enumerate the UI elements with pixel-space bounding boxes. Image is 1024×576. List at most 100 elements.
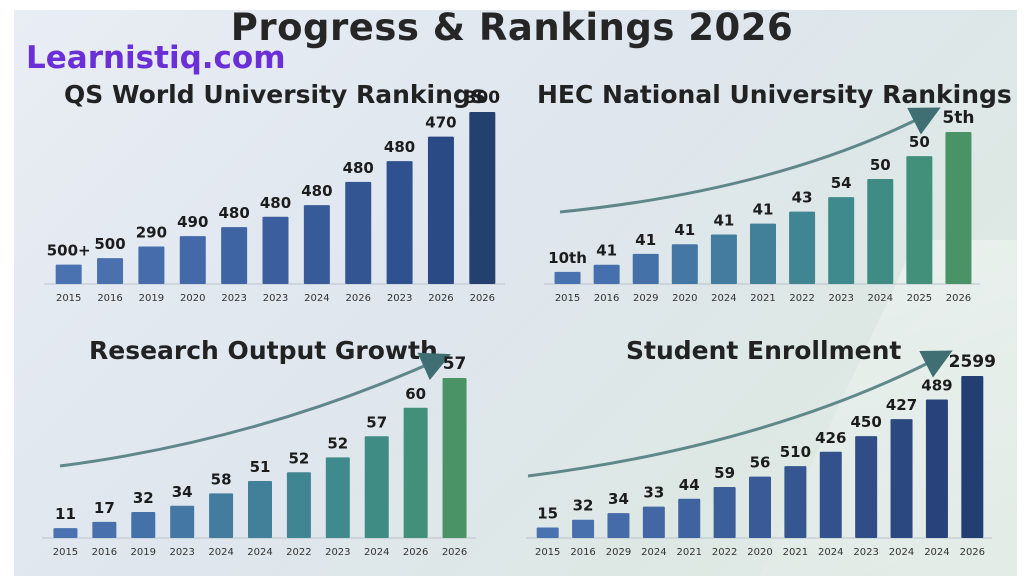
chart-3-value-label-6: 56	[750, 454, 771, 472]
chart-3-bar-9	[855, 436, 878, 538]
chart-1-tick-label-5: 2021	[750, 293, 775, 304]
chart-2-tick-label-7: 2023	[325, 547, 350, 558]
chart-3-value-label-5: 59	[714, 464, 735, 482]
chart-3-tick-label-11: 2024	[924, 547, 949, 558]
chart-1-bar-6	[789, 211, 816, 284]
chart-0-tick-label-3: 2020	[180, 293, 205, 304]
chart-3-bar-11	[925, 399, 948, 538]
chart-1-value-label-1: 41	[596, 242, 617, 260]
chart-3-tick-label-9: 2023	[853, 547, 878, 558]
chart-2-bar-9	[403, 407, 428, 538]
chart-0-value-label-7: 480	[343, 159, 374, 177]
chart-2-bar-7	[325, 457, 350, 538]
chart-2-bar-2	[131, 511, 156, 538]
chart-title-hec: HEC National University Rankings	[537, 80, 1012, 109]
chart-3-value-label-7: 510	[780, 443, 811, 461]
chart-2-tick-label-3: 2023	[169, 547, 194, 558]
chart-0-value-label-8: 480	[384, 138, 415, 156]
chart-title-enrollment: Student Enrollment	[626, 336, 902, 365]
chart-0-value-label-9: 470	[425, 114, 456, 132]
chart-1-bar-10	[945, 132, 972, 284]
chart-3-value-label-2: 34	[608, 490, 629, 508]
chart-0-tick-label-1: 2016	[97, 293, 122, 304]
chart-0-tick-label-8: 2023	[387, 293, 412, 304]
chart-2-value-label-0: 11	[55, 505, 76, 523]
chart-3-tick-label-3: 2024	[641, 547, 666, 558]
chart-0-tick-label-7: 2026	[346, 293, 371, 304]
chart-0-value-label-10: 300	[465, 88, 501, 108]
trend-arrow-icon	[59, 352, 451, 468]
chart-0-tick-label-9: 2026	[428, 293, 453, 304]
chart-3-bar-10	[890, 419, 913, 538]
chart-1-bar-5	[750, 223, 776, 284]
chart-3-value-label-11: 489	[921, 377, 952, 395]
chart-1-tick-label-10: 2026	[946, 293, 971, 304]
chart-2-tick-label-5: 2024	[247, 547, 272, 558]
chart-2-tick-label-9: 2026	[403, 547, 428, 558]
chart-0-bar-4	[221, 227, 248, 284]
chart-0-bar-1	[97, 258, 124, 284]
chart-1-value-label-8: 50	[870, 156, 891, 174]
chart-0-tick-label-10: 2026	[470, 293, 495, 304]
chart-3-bar-4	[678, 498, 701, 538]
chart-0-bar-3	[179, 236, 206, 284]
chart-2-bar-10	[442, 378, 467, 538]
chart-1-tick-label-4: 2024	[711, 293, 736, 304]
chart-2-value-label-3: 34	[172, 483, 193, 501]
chart-1-value-label-7: 54	[831, 174, 852, 192]
chart-3-tick-label-5: 2022	[712, 547, 737, 558]
chart-3-tick-label-6: 2020	[747, 547, 772, 558]
chart-3-bar-8	[819, 451, 842, 538]
brand-logo-text: Learnistiq.com	[26, 40, 286, 76]
chart-1-value-label-5: 41	[753, 201, 774, 219]
chart-2-value-label-10: 57	[443, 354, 467, 374]
chart-2-value-label-7: 52	[327, 434, 348, 452]
chart-3-value-label-8: 426	[815, 429, 846, 447]
chart-2-value-label-4: 58	[211, 470, 232, 488]
chart-0-tick-label-2: 2019	[139, 293, 164, 304]
chart-0-bar-2	[138, 246, 165, 284]
page-title: Progress & Rankings 2026	[230, 6, 794, 49]
chart-0-tick-label-5: 2023	[263, 293, 288, 304]
chart-2-tick-label-2: 2019	[131, 547, 156, 558]
chart-1-value-label-2: 41	[635, 231, 656, 249]
chart-0-value-label-0: 500+	[47, 242, 91, 260]
background-panel	[14, 10, 1017, 576]
chart-2-tick-label-6: 2022	[286, 547, 311, 558]
chart-1-tick-label-2: 2029	[633, 293, 658, 304]
chart-1-tick-label-3: 2020	[672, 293, 697, 304]
chart-2-bar-6	[286, 472, 311, 538]
chart-1-bar-0	[554, 271, 581, 284]
chart-0-tick-label-4: 2023	[221, 293, 246, 304]
chart-2-tick-label-1: 2016	[92, 547, 117, 558]
chart-2-bar-1	[92, 521, 117, 538]
chart-0-value-label-4: 480	[218, 204, 249, 222]
chart-3-tick-label-12: 2026	[960, 547, 985, 558]
chart-2-bar-4	[209, 493, 234, 538]
chart-1-bar-3	[671, 244, 698, 284]
chart-0-tick-label-6: 2024	[304, 293, 329, 304]
trend-arrow-icon	[559, 107, 941, 214]
chart-0-bar-5	[262, 216, 289, 284]
chart-3-tick-label-2: 2029	[606, 547, 631, 558]
chart-1-tick-label-6: 2022	[789, 293, 814, 304]
chart-1-bar-8	[867, 179, 894, 284]
chart-1-tick-label-7: 2023	[828, 293, 853, 304]
chart-2-value-label-1: 17	[94, 499, 115, 517]
chart-1-bar-9	[906, 156, 933, 284]
chart-0-value-label-1: 500	[94, 235, 125, 253]
chart-2-tick-label-8: 2024	[364, 547, 389, 558]
chart-3-bar-5	[713, 487, 736, 538]
chart-3-value-label-4: 44	[679, 476, 700, 494]
chart-1-value-label-0: 10th	[548, 249, 587, 267]
chart-2-value-label-6: 52	[288, 449, 309, 467]
chart-3-value-label-3: 33	[643, 484, 664, 502]
chart-3-bar-1	[572, 519, 595, 538]
chart-0-tick-label-0: 2015	[56, 293, 81, 304]
chart-2-bar-0	[53, 528, 78, 538]
chart-title-qs: QS World University Rankings	[64, 80, 486, 109]
chart-2-bar-8	[364, 436, 389, 538]
chart-0-bar-7	[345, 181, 372, 284]
chart-2-bar-5	[248, 480, 272, 538]
chart-1-bar-2	[632, 253, 659, 284]
